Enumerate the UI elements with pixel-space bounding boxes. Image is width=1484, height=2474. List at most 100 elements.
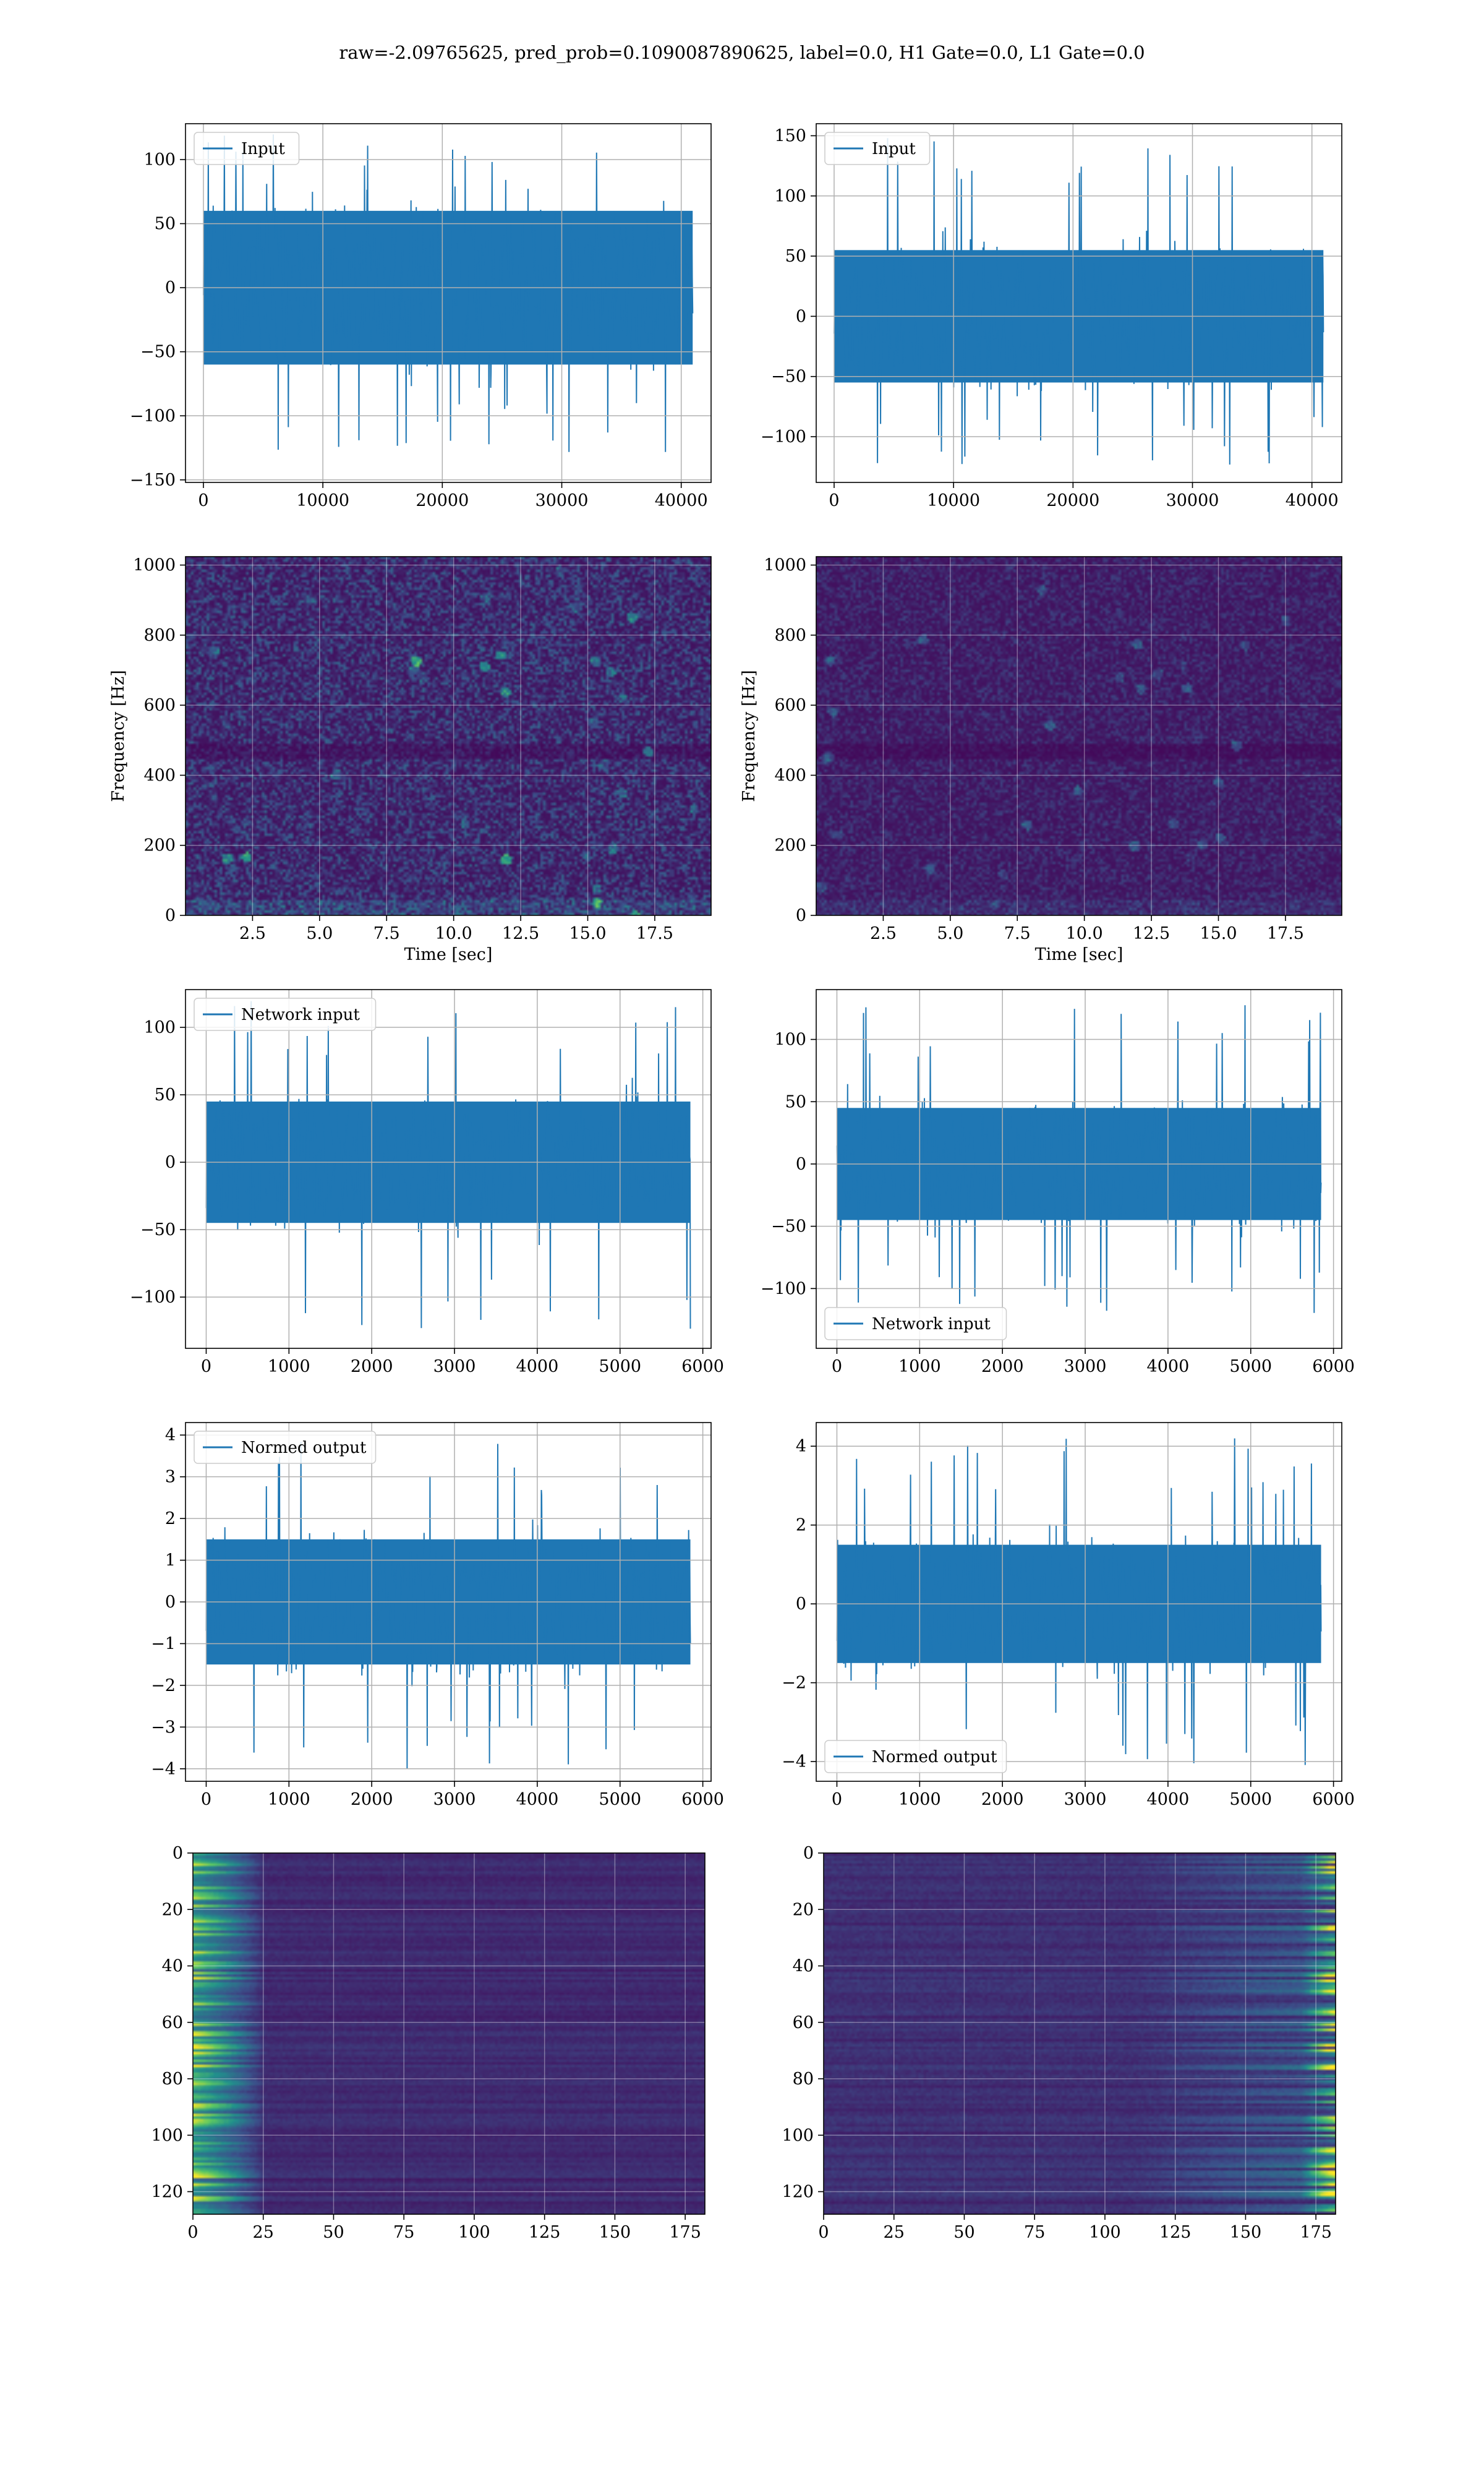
normed-output-h1-ytick-label: 1 <box>165 1551 176 1570</box>
spectrogram-h1-xlabel: Time [sec] <box>404 945 493 964</box>
feature-map-h1-xtick-label: 175 <box>669 2223 701 2242</box>
network-input-l1-ytick-label: 100 <box>774 1030 806 1050</box>
feature-map-h1-ytick-label: 60 <box>162 2013 183 2032</box>
normed-output-h1-panel: 0 1000 2000 3000 4000 5000 6000 −4 −3 −2 −1 0 1 2 3 4 No… <box>151 1422 724 1809</box>
normed-output-l1-xtick-label: 1000 <box>898 1790 941 1809</box>
feature-map-l1-ytick-label: 80 <box>793 2070 814 2089</box>
spectrogram-l1-ytick-label: 600 <box>774 696 806 715</box>
normed-output-h1-ytick-label: −1 <box>151 1634 176 1653</box>
spectrogram-l1-xtick-label: 5.0 <box>937 924 963 943</box>
feature-map-l1-ytick-label: 120 <box>782 2183 814 2202</box>
spectrogram-h1-xtick-label: 5.0 <box>306 924 333 943</box>
network-input-l1-xtick-label: 2000 <box>981 1357 1024 1376</box>
input-h1-xtick-label: 20000 <box>416 491 469 510</box>
input-h1-xtick-label: 40000 <box>655 491 708 510</box>
network-input-h1-xtick-label: 5000 <box>599 1357 641 1376</box>
network-input-h1-ytick-label: −100 <box>130 1288 176 1307</box>
input-h1-legend-label: Input <box>241 140 285 158</box>
input-l1-xtick-label: 10000 <box>927 491 980 510</box>
network-input-l1-series-line <box>836 1005 1322 1313</box>
feature-map-l1-xtick-label: 75 <box>1024 2223 1045 2242</box>
spectrogram-h1-ytick-label: 200 <box>143 836 176 855</box>
feature-map-l1-xtick-label: 150 <box>1230 2223 1262 2242</box>
spectrogram-h1-ytick-label: 1000 <box>133 556 176 575</box>
normed-output-l1-xtick-label: 4000 <box>1147 1790 1190 1809</box>
spectrogram-h1-ytick-label: 800 <box>143 626 176 645</box>
spectrogram-h1-xtick-label: 2.5 <box>239 924 266 943</box>
input-l1-panel: 0 10000 20000 30000 40000 −100 −50 0 50 100 150 Inp… <box>761 123 1342 510</box>
input-h1-panel: 0 10000 20000 30000 40000 −150 −100 −50 0 50 100 In… <box>130 123 712 510</box>
spectrogram-l1-ytick-label: 200 <box>774 836 806 855</box>
normed-output-h1-ytick-label: 2 <box>165 1509 176 1528</box>
network-input-h1-xtick-label: 4000 <box>516 1357 559 1376</box>
normed-output-h1-ytick-label: 3 <box>165 1468 176 1487</box>
normed-output-l1-series-line <box>836 1438 1322 1765</box>
input-l1-xtick-label: 40000 <box>1286 491 1339 510</box>
normed-output-l1-xtick-label: 3000 <box>1064 1790 1107 1809</box>
normed-output-h1-ytick-label: −4 <box>151 1760 176 1779</box>
normed-output-h1-series-line <box>205 1442 691 1769</box>
network-input-l1-legend <box>824 1307 1007 1340</box>
network-input-l1-xtick-label: 5000 <box>1229 1357 1272 1376</box>
normed-output-l1-panel: 0 1000 2000 3000 4000 5000 6000 −4 −2 0 2 4 Normed o… <box>782 1422 1355 1809</box>
feature-map-l1-frame <box>823 1852 1336 2215</box>
spectrogram-l1-xtick-label: 15.0 <box>1200 924 1237 943</box>
spectrogram-l1-xtick-label: 10.0 <box>1066 924 1103 943</box>
spectrogram-h1-xtick-label: 7.5 <box>373 924 400 943</box>
feature-map-h1-ytick-label: 80 <box>162 2070 183 2089</box>
normed-output-h1-xtick-label: 3000 <box>433 1790 476 1809</box>
spectrogram-h1-xtick-label: 10.0 <box>435 924 472 943</box>
feature-map-h1-xtick-label: 25 <box>253 2223 274 2242</box>
spectrogram-l1-xlabel: Time [sec] <box>1035 945 1124 964</box>
feature-map-h1-xtick-label: 125 <box>529 2223 561 2242</box>
normed-output-l1-legend <box>824 1740 1007 1773</box>
network-input-l1-ytick-label: −100 <box>761 1279 806 1298</box>
network-input-l1-ytick-label: 50 <box>785 1092 806 1111</box>
feature-map-h1-panel: 0 25 50 75 100 125 150 175 0 20 40 60 80 100 120 <box>151 1844 706 2242</box>
normed-output-h1-legend-label: Normed output <box>241 1439 367 1457</box>
spectrogram-l1-xtick-label: 12.5 <box>1133 924 1170 943</box>
input-h1-xtick-label: 0 <box>198 491 208 510</box>
feature-map-l1-xtick-label: 0 <box>818 2223 829 2242</box>
feature-map-h1-ytick-label: 20 <box>162 1900 183 1919</box>
input-h1-xtick-label: 10000 <box>296 491 349 510</box>
input-l1-ytick-label: 150 <box>774 126 806 145</box>
input-h1-ytick-label: 100 <box>143 150 176 169</box>
feature-map-h1-ytick-label: 120 <box>151 2183 183 2202</box>
feature-map-h1-ytick-label: 100 <box>151 2126 183 2145</box>
normed-output-h1-xtick-label: 1000 <box>268 1790 310 1809</box>
network-input-h1-ytick-label: −50 <box>140 1220 176 1239</box>
normed-output-h1-ytick-label: 4 <box>165 1426 176 1445</box>
network-input-h1-panel: 0 1000 2000 3000 4000 5000 6000 −100 −50 0 50 100 Ne… <box>130 989 724 1376</box>
feature-map-l1-xtick-label: 50 <box>953 2223 974 2242</box>
feature-map-h1-xtick-label: 100 <box>458 2223 490 2242</box>
feature-map-h1-ytick-label: 0 <box>173 1844 183 1863</box>
spectrogram-l1-image <box>816 557 1342 915</box>
spectrogram-l1-frame <box>816 556 1342 916</box>
spectrogram-l1-ytick-label: 400 <box>774 766 806 785</box>
spectrogram-l1-ytick-label: 0 <box>796 906 806 925</box>
input-h1-ytick-label: 50 <box>155 215 176 234</box>
network-input-l1-xtick-label: 0 <box>832 1357 842 1376</box>
network-input-l1-xtick-label: 4000 <box>1147 1357 1190 1376</box>
normed-output-h1-xtick-label: 2000 <box>351 1790 393 1809</box>
feature-map-l1-xtick-label: 100 <box>1089 2223 1121 2242</box>
network-input-l1-panel: 0 1000 2000 3000 4000 5000 6000 −100 −50 0 50 100 Ne… <box>761 989 1355 1376</box>
normed-output-l1-legend-label: Normed output <box>872 1748 997 1766</box>
network-input-h1-xtick-label: 1000 <box>268 1357 310 1376</box>
input-l1-series-line <box>834 138 1324 465</box>
spectrogram-h1-ytick-label: 400 <box>143 766 176 785</box>
normed-output-l1-xtick-label: 0 <box>832 1790 842 1809</box>
network-input-h1-ytick-label: 50 <box>155 1085 176 1105</box>
spectrogram-l1-ylabel: Frequency [Hz] <box>740 670 759 802</box>
feature-map-h1-xtick-label: 50 <box>323 2223 344 2242</box>
figure-title: raw=-2.09765625, pred_prob=0.10900878906… <box>339 42 1145 63</box>
feature-map-l1-ytick-label: 100 <box>782 2126 814 2145</box>
normed-output-h1-xtick-label: 0 <box>201 1790 211 1809</box>
input-h1-frame <box>185 123 712 483</box>
spectrogram-l1-xtick-label: 2.5 <box>870 924 897 943</box>
spectrogram-l1-panel: 2.5 5.0 7.5 10.0 12.5 15.0 17.5 0 200 400 600 800 10… <box>740 556 1342 964</box>
normed-output-l1-ytick-label: 0 <box>796 1594 806 1614</box>
network-input-l1-ytick-label: 0 <box>796 1155 806 1174</box>
